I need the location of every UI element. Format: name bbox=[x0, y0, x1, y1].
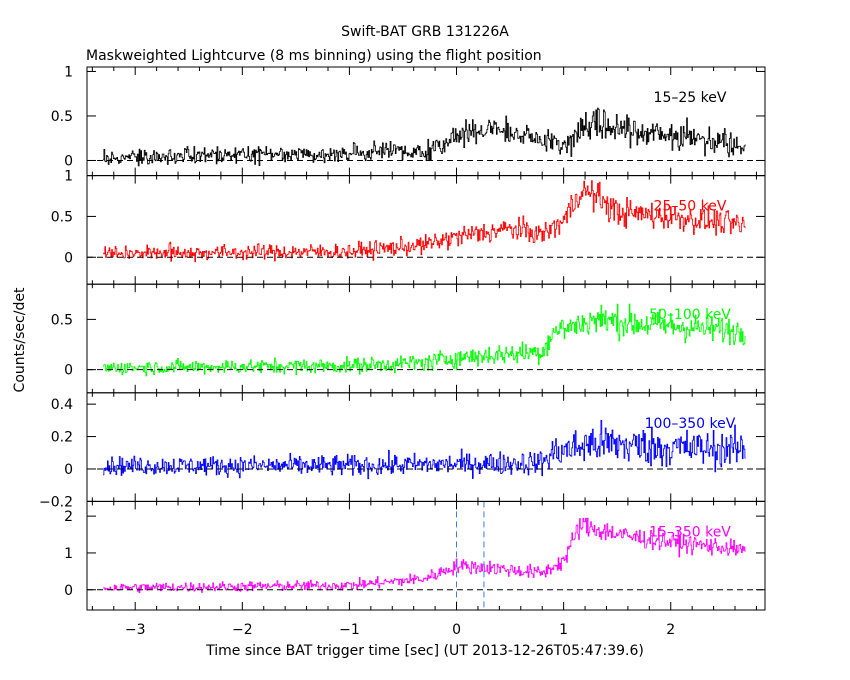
x-tick-label: −1 bbox=[339, 622, 360, 638]
panel-4: −0.2 0 0.2 0.4 100–350 keV bbox=[39, 392, 766, 510]
x-tick-label: −2 bbox=[232, 622, 253, 638]
y-tick-label: 0 bbox=[64, 153, 73, 169]
y-tick-label: 1 bbox=[64, 546, 73, 562]
x-tick-label: 1 bbox=[559, 622, 568, 638]
panel-3: 0 0.5 50–100 keV bbox=[51, 283, 766, 394]
panel-5: 0 1 2 15–350 keV bbox=[64, 500, 766, 611]
panel-energy-label: 25–50 keV bbox=[654, 199, 727, 215]
y-tick-label: 1 bbox=[64, 169, 73, 185]
panel-frame bbox=[86, 175, 766, 285]
lightcurve-series-4 bbox=[103, 420, 746, 480]
lightcurve-series-1 bbox=[103, 107, 746, 167]
lightcurve-series-3 bbox=[103, 303, 746, 377]
y-tick-label: 0 bbox=[64, 363, 73, 379]
y-tick-label: 0.5 bbox=[51, 209, 73, 225]
y-tick-label: 0.2 bbox=[51, 430, 73, 446]
panel-energy-label: 100–350 keV bbox=[645, 416, 736, 432]
chart-subtitle: Maskweighted Lightcurve (8 ms binning) u… bbox=[86, 48, 542, 64]
y-tick-label: 0.5 bbox=[51, 312, 73, 328]
panel-frame bbox=[86, 500, 766, 611]
lightcurve-series-2 bbox=[103, 180, 746, 263]
y-tick-label: 0 bbox=[64, 583, 73, 599]
panel-energy-label: 15–350 keV bbox=[649, 524, 731, 540]
y-tick-label: 0.5 bbox=[51, 109, 73, 125]
panel-2: 0 0.5 1 25–50 keV bbox=[51, 169, 766, 285]
panel-energy-label: 15–25 keV bbox=[654, 90, 727, 106]
y-tick-label: −0.2 bbox=[39, 494, 73, 510]
x-axis-label: Time since BAT trigger time [sec] (UT 20… bbox=[205, 643, 644, 659]
y-tick-label: 0 bbox=[64, 462, 73, 478]
lightcurve-series-5 bbox=[103, 517, 746, 594]
x-tick-label: 2 bbox=[666, 622, 675, 638]
panel-energy-label: 50–100 keV bbox=[649, 307, 731, 323]
x-tick-label: −3 bbox=[125, 622, 146, 638]
y-axis-label: Counts/sec/det bbox=[12, 287, 28, 392]
y-tick-label: 0.4 bbox=[51, 397, 73, 413]
y-tick-label: 1 bbox=[64, 64, 73, 80]
panel-frame bbox=[86, 392, 766, 502]
y-tick-label: 0 bbox=[64, 250, 73, 266]
chart-title: Swift-BAT GRB 131226A bbox=[341, 24, 509, 40]
x-tick-label: 0 bbox=[452, 622, 461, 638]
panel-frame bbox=[86, 283, 766, 394]
y-tick-label: 2 bbox=[64, 509, 73, 525]
panel-1: 0 0.5 1 15–25 keV bbox=[51, 64, 766, 177]
